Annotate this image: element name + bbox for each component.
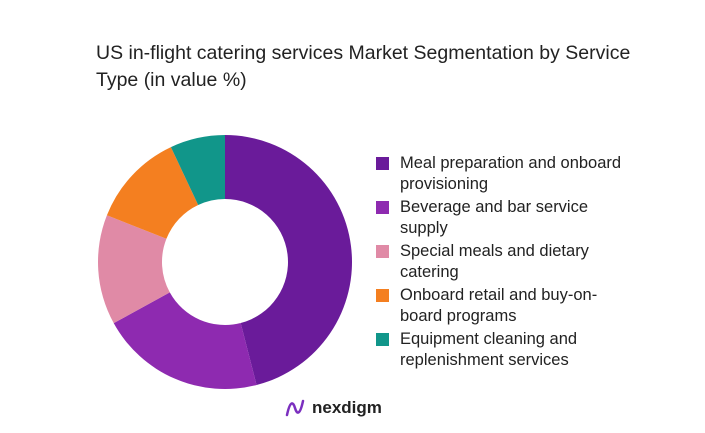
donut-slice (98, 215, 170, 324)
legend-label: Onboard retail and buy-on-board programs (400, 286, 598, 325)
logo-icon (285, 399, 305, 417)
legend-item: Meal preparation and onboard provisionin… (376, 153, 626, 195)
legend-item: Onboard retail and buy-on-board programs (376, 285, 626, 327)
donut-slice (225, 135, 353, 386)
legend-item: Beverage and bar service supply (376, 197, 626, 239)
logo: nexdigm (284, 397, 382, 419)
legend-item: Special meals and dietary catering (376, 241, 626, 283)
legend-label: Special meals and dietary catering (400, 242, 589, 281)
legend-item: Equipment cleaning and replenishment ser… (376, 329, 626, 371)
legend-swatch (376, 201, 389, 214)
logo-text: nexdigm (312, 398, 382, 417)
legend-label: Meal preparation and onboard provisionin… (400, 154, 622, 193)
legend-swatch (376, 289, 389, 302)
legend-swatch (376, 157, 389, 170)
legend: Meal preparation and onboard provisionin… (376, 153, 621, 373)
legend-swatch (376, 245, 389, 258)
legend-label: Beverage and bar service supply (400, 198, 589, 237)
donut-slice (113, 292, 257, 389)
donut-slice (170, 135, 225, 205)
legend-label: Equipment cleaning and replenishment ser… (400, 330, 578, 369)
legend-swatch (376, 333, 389, 346)
donut-slice (106, 147, 199, 239)
chart-title: US in-flight catering services Market Se… (96, 42, 631, 91)
